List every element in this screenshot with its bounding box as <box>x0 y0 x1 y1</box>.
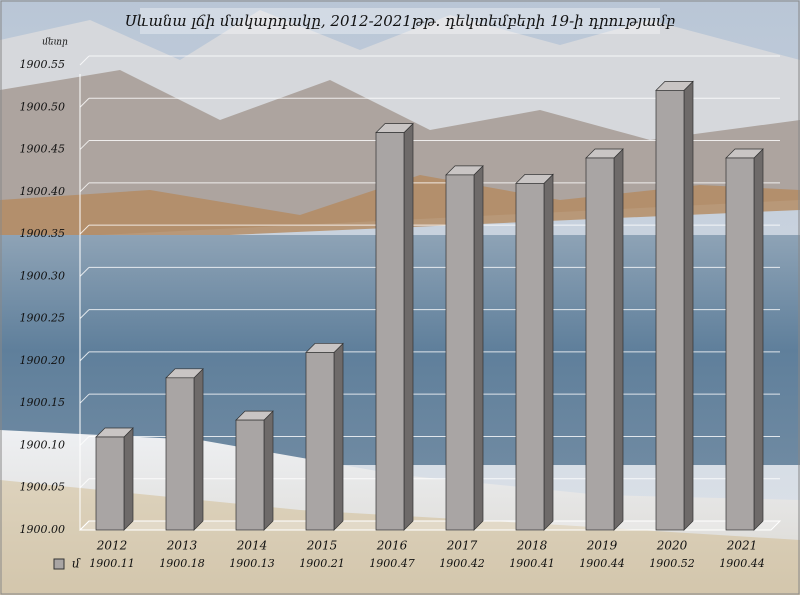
x-tick-label: 2016 <box>376 539 408 553</box>
bar <box>375 132 405 531</box>
grid-line-depth <box>79 97 90 108</box>
bar <box>725 157 755 531</box>
x-tick-label: 2013 <box>166 539 198 553</box>
data-table-value: 1900.47 <box>369 557 415 570</box>
x-tick-label: 2018 <box>516 539 548 553</box>
grid-line-depth <box>79 55 90 66</box>
y-axis-label: մետր <box>42 38 68 48</box>
x-tick-label: 2021 <box>726 539 758 553</box>
y-tick-label: 1900.10 <box>20 438 66 451</box>
bar <box>655 90 685 531</box>
bar <box>95 436 125 531</box>
bar-side <box>123 427 134 531</box>
legend-label: մ <box>72 557 81 571</box>
legend-swatch <box>53 558 65 570</box>
grid-line-depth <box>79 182 90 193</box>
y-tick-label: 1900.20 <box>20 354 66 367</box>
bar-side <box>543 173 554 531</box>
bar-side <box>403 122 414 531</box>
grid-line-depth <box>79 436 90 446</box>
y-tick-label: 1900.30 <box>20 269 66 282</box>
y-tick-label: 1900.50 <box>20 100 66 113</box>
bar <box>165 377 195 531</box>
bar <box>235 419 265 531</box>
grid-line-depth <box>79 140 90 150</box>
data-table-value: 1900.44 <box>719 557 765 570</box>
title-box <box>140 8 660 34</box>
data-table-value: 1900.13 <box>229 557 275 570</box>
data-table-value: 1900.42 <box>439 557 485 570</box>
y-tick-label: 1900.15 <box>20 396 66 409</box>
grid-line-depth <box>79 478 90 489</box>
x-tick-label: 2019 <box>586 539 618 553</box>
grid-line-depth <box>79 393 90 404</box>
bar-side <box>473 165 484 531</box>
data-table-value: 1900.41 <box>509 557 555 570</box>
x-tick-label: 2012 <box>96 539 128 553</box>
bar <box>445 174 475 531</box>
bar-side <box>333 342 344 531</box>
y-tick-label: 1900.00 <box>20 523 66 536</box>
y-tick-label: 1900.05 <box>20 481 66 494</box>
bar-side <box>753 148 764 531</box>
y-tick-label: 1900.45 <box>20 143 66 156</box>
x-tick-label: 2015 <box>306 539 338 553</box>
bar <box>305 352 335 531</box>
y-tick-label: 1900.25 <box>20 312 66 325</box>
bar-side <box>263 410 274 531</box>
grid-line-depth <box>79 267 90 277</box>
data-table-value: 1900.44 <box>579 557 625 570</box>
grid-line-depth <box>79 351 90 362</box>
bar <box>515 183 545 531</box>
plot: 1900.00 1900.05 1900.10 1900.15 1900.20 1900.… <box>20 55 782 570</box>
grid-line-depth <box>79 309 90 319</box>
x-tick-label: 2020 <box>656 539 688 553</box>
bar <box>585 157 615 531</box>
y-tick-label: 1900.40 <box>20 185 66 198</box>
y-tick-label: 1900.35 <box>20 227 66 240</box>
x-tick-label: 2014 <box>236 539 268 553</box>
y-tick-label: 1900.55 <box>20 58 66 71</box>
bar-side <box>683 80 694 531</box>
chart-title: Սևանա լճի մակարդակը, 2012-2021թթ. դեկտեմ… <box>125 12 675 30</box>
grid-line-depth <box>79 520 90 531</box>
x-tick-label: 2017 <box>446 539 478 553</box>
grid-line-depth <box>79 224 90 235</box>
data-table-value: 1900.11 <box>89 557 135 570</box>
data-table-value: 1900.18 <box>159 557 205 570</box>
data-table-value: 1900.52 <box>649 557 695 570</box>
bar-side <box>193 367 204 531</box>
data-table-value: 1900.21 <box>299 557 345 570</box>
bar-side <box>613 148 624 531</box>
